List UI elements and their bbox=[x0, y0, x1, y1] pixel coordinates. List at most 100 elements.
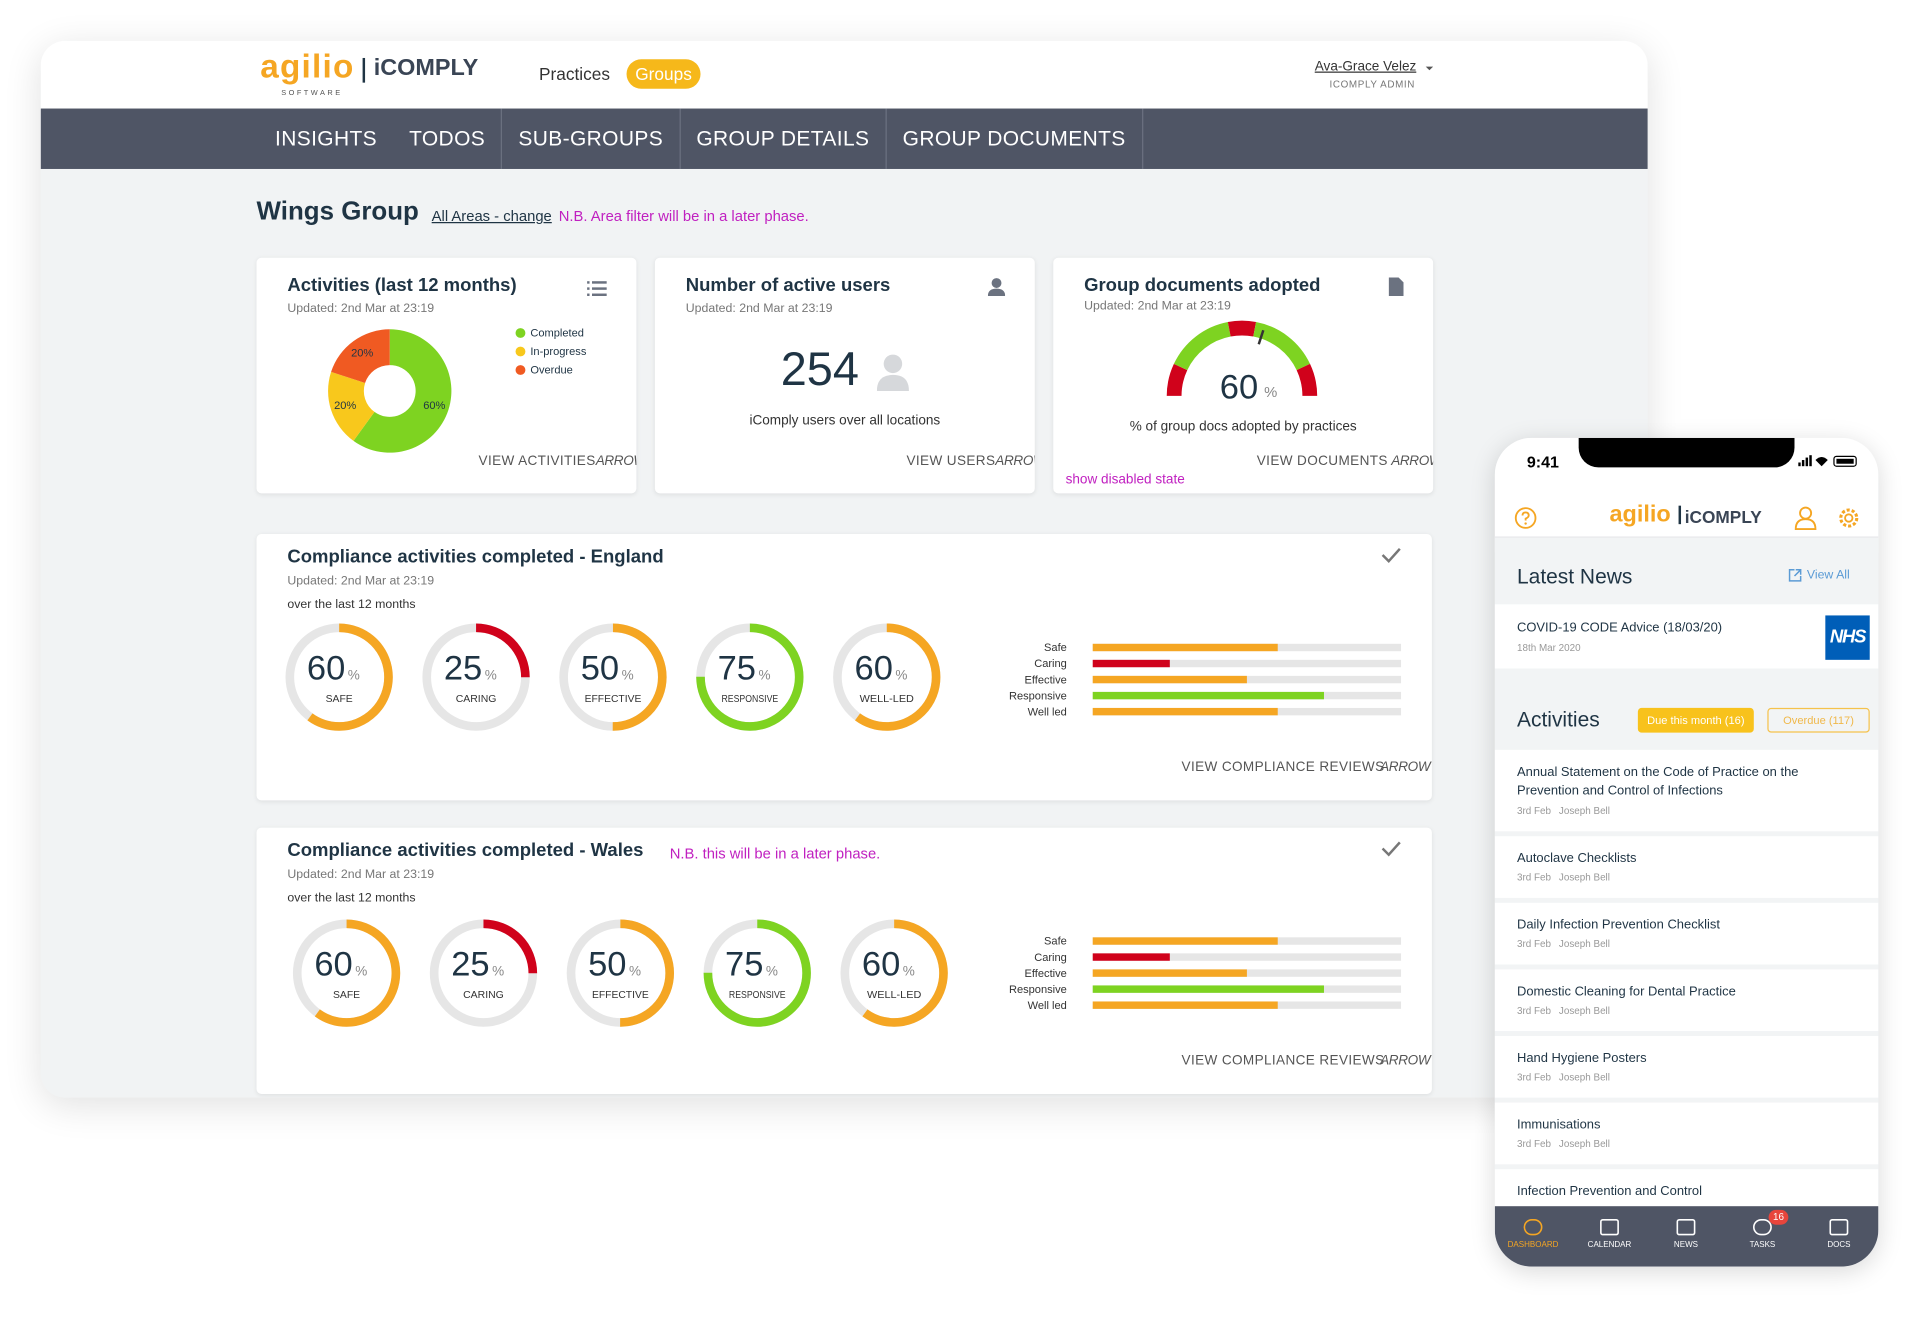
nav-icon[interactable] bbox=[1752, 1218, 1773, 1236]
activity-title[interactable]: Immunisations bbox=[1516, 1117, 1601, 1133]
activity-assignee: Joseph Bell bbox=[1558, 1138, 1610, 1150]
activity-item[interactable] bbox=[1494, 1102, 1879, 1165]
card-link[interactable]: VIEW COMPLIANCE REVIEWS bbox=[1181, 759, 1385, 775]
slice-label: 20% bbox=[334, 400, 356, 412]
tab[interactable]: INSIGHTS bbox=[275, 127, 378, 151]
gauge-band bbox=[1166, 363, 1188, 397]
bar bbox=[1092, 969, 1247, 977]
phone-brand: agilio bbox=[1609, 501, 1671, 528]
news-title[interactable]: COVID-19 CODE Advice (18/03/20) bbox=[1516, 620, 1723, 636]
card-title: Activities (last 12 months) bbox=[287, 275, 517, 296]
nav-link[interactable]: Practices bbox=[538, 64, 610, 84]
bar-label: Effective bbox=[1025, 968, 1067, 980]
activity-item[interactable] bbox=[1494, 969, 1879, 1032]
nav-icon-shape bbox=[1829, 1218, 1849, 1236]
activity-title[interactable]: Infection Prevention and Control bbox=[1516, 1183, 1703, 1199]
ring-unit: % bbox=[629, 964, 641, 979]
activity-item[interactable] bbox=[1494, 749, 1879, 832]
settings-icon[interactable] bbox=[1838, 507, 1860, 529]
ring-arc bbox=[292, 919, 401, 1027]
help-icon[interactable] bbox=[1514, 507, 1537, 529]
user-name[interactable]: Ava-Grace Velez bbox=[1314, 59, 1417, 74]
status-time: 9:41 bbox=[1526, 452, 1559, 472]
product-logo[interactable]: iCOMPLY bbox=[373, 55, 479, 82]
activity-assignee: Joseph Bell bbox=[1558, 1005, 1610, 1017]
bar bbox=[1092, 643, 1278, 652]
tab[interactable]: GROUP DOCUMENTS bbox=[885, 108, 1143, 169]
brand-logo[interactable]: agilio bbox=[260, 48, 355, 86]
card-link[interactable]: VIEW ACTIVITIES bbox=[478, 453, 596, 469]
nav-label[interactable]: DOCS bbox=[1827, 1240, 1851, 1250]
activity-title[interactable]: Domestic Cleaning for Dental Practice bbox=[1516, 984, 1736, 999]
nav-link-active[interactable]: Groups bbox=[626, 59, 701, 89]
activity-title[interactable]: Autoclave Checklists bbox=[1516, 850, 1637, 866]
activity-item[interactable] bbox=[1494, 902, 1879, 965]
profile-icon[interactable] bbox=[1794, 506, 1817, 531]
ring-label: WELL-LED bbox=[860, 694, 914, 705]
activities-card: Activities (last 12 months) Updated: 2nd… bbox=[256, 257, 637, 494]
ring-value: 60 bbox=[855, 650, 893, 688]
status-icons bbox=[1798, 455, 1857, 467]
due-badge[interactable]: Due this month (16) bbox=[1637, 707, 1754, 733]
link-arrow[interactable]: ARROW bbox=[1391, 453, 1433, 469]
ring-arc bbox=[840, 919, 948, 1027]
external-link-icon bbox=[1788, 569, 1802, 582]
header-divider bbox=[1494, 536, 1879, 538]
gauge-band bbox=[1296, 363, 1318, 397]
tab[interactable]: SUB-GROUPS bbox=[501, 108, 679, 169]
card-updated: Updated: 2nd Mar at 23:19 bbox=[685, 302, 833, 316]
donut-slice bbox=[353, 329, 452, 453]
ring-value: 25 bbox=[444, 650, 482, 688]
compliance-card: Compliance activities completed - Englan… bbox=[256, 534, 1432, 801]
user-icon bbox=[987, 278, 1006, 296]
link-arrow[interactable]: ARROW bbox=[995, 453, 1034, 469]
nav-label[interactable]: NEWS bbox=[1673, 1240, 1698, 1250]
nav-icon[interactable] bbox=[1523, 1218, 1543, 1236]
check-icon bbox=[1381, 841, 1401, 857]
check-icon bbox=[1381, 548, 1401, 563]
ring-value: 50 bbox=[581, 650, 619, 688]
nav-label[interactable]: CALENDAR bbox=[1587, 1240, 1632, 1250]
bar bbox=[1092, 707, 1278, 716]
filter-link[interactable]: All Areas - change bbox=[431, 207, 552, 225]
card-link[interactable]: VIEW COMPLIANCE REVIEWS bbox=[1181, 1053, 1385, 1069]
card-title: Compliance activities completed - Wales bbox=[287, 839, 644, 861]
legend-label: Completed bbox=[530, 328, 584, 340]
link-arrow[interactable]: ARROW bbox=[595, 453, 637, 469]
card-note[interactable]: show disabled state bbox=[1065, 472, 1185, 488]
activity-item[interactable] bbox=[1494, 1035, 1879, 1098]
tab[interactable]: GROUP DETAILS bbox=[679, 108, 885, 169]
nav-icon[interactable] bbox=[1829, 1218, 1849, 1236]
card-updated: Updated: 2nd Mar at 23:19 bbox=[287, 868, 435, 882]
link-arrow[interactable]: ARROW bbox=[1380, 1053, 1431, 1069]
activity-title[interactable]: Annual Statement on the Code of Practice… bbox=[1516, 764, 1799, 798]
tab[interactable]: TODOS bbox=[409, 127, 486, 151]
activity-title[interactable]: Daily Infection Prevention Checklist bbox=[1516, 917, 1720, 933]
card-updated: Updated: 2nd Mar at 23:19 bbox=[1084, 299, 1231, 314]
list-icon[interactable] bbox=[587, 280, 607, 297]
bar-label: Caring bbox=[1034, 952, 1067, 964]
link-arrow[interactable]: ARROW bbox=[1380, 759, 1431, 775]
nav-icon[interactable] bbox=[1600, 1218, 1620, 1236]
user-avatar bbox=[876, 354, 909, 391]
nav-icon[interactable] bbox=[1676, 1218, 1696, 1236]
nav-label[interactable]: TASKS bbox=[1749, 1240, 1776, 1250]
overdue-badge[interactable]: Overdue (117) bbox=[1767, 707, 1870, 733]
card-link[interactable]: VIEW USERS bbox=[906, 453, 996, 469]
card-link[interactable]: VIEW DOCUMENTS bbox=[1256, 453, 1388, 469]
activity-date: 3rd Feb bbox=[1516, 1005, 1552, 1017]
document-icon bbox=[1388, 277, 1404, 296]
activity-item[interactable] bbox=[1494, 836, 1879, 898]
view-all-link[interactable]: View All bbox=[1806, 568, 1850, 583]
card-caption: iComply users over all locations bbox=[749, 413, 941, 428]
ring-unit: % bbox=[903, 964, 915, 979]
nav-icon-shape bbox=[1600, 1218, 1619, 1236]
news-item[interactable] bbox=[1494, 604, 1879, 669]
donut-slice bbox=[328, 371, 375, 441]
nav-icon-shape bbox=[1752, 1218, 1772, 1236]
activity-assignee: Joseph Bell bbox=[1558, 871, 1610, 884]
nav-label[interactable]: DASHBOARD bbox=[1507, 1240, 1559, 1250]
activity-date: 3rd Feb bbox=[1516, 805, 1552, 817]
activity-title[interactable]: Hand Hygiene Posters bbox=[1516, 1050, 1647, 1066]
